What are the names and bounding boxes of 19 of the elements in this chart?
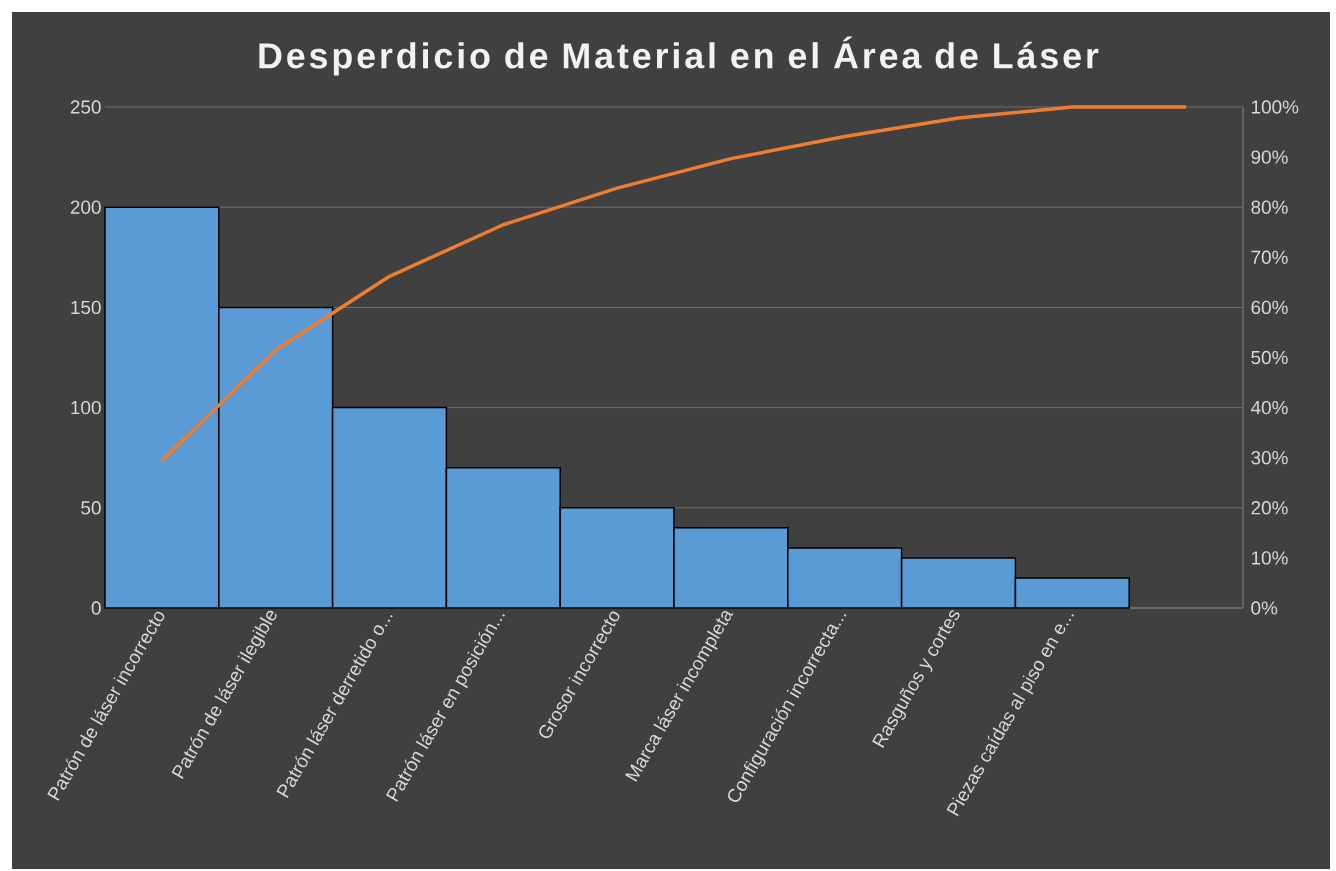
chart-title: Desperdicio de Material en el Área de Láser [259, 36, 1099, 76]
y-tick-label: 0 [91, 601, 101, 615]
y2-tick-label: 70% [1251, 250, 1288, 264]
line-series [160, 105, 1188, 463]
y-tick-label: 200 [70, 200, 101, 214]
y2-tick-label: 80% [1251, 200, 1288, 214]
y2-tick-label: 50% [1251, 350, 1288, 365]
y2-tick-label: 40% [1250, 400, 1288, 415]
y2-tick-label: 20% [1251, 501, 1288, 515]
y-tick-label: 100 [71, 400, 101, 415]
y2-tick-label: 30% [1251, 450, 1288, 465]
y2-tick-label: 100% [1251, 100, 1299, 114]
y2-tick-label: 60% [1251, 300, 1288, 315]
y2-tick-label: 90% [1251, 150, 1288, 164]
y-tick-label: 150 [71, 300, 101, 315]
y2-tick-label: 0% [1251, 601, 1278, 615]
y2-tick-label: 10% [1251, 551, 1288, 565]
y-tick-label: 50 [81, 501, 101, 515]
y-tick-label: 250 [70, 100, 101, 114]
